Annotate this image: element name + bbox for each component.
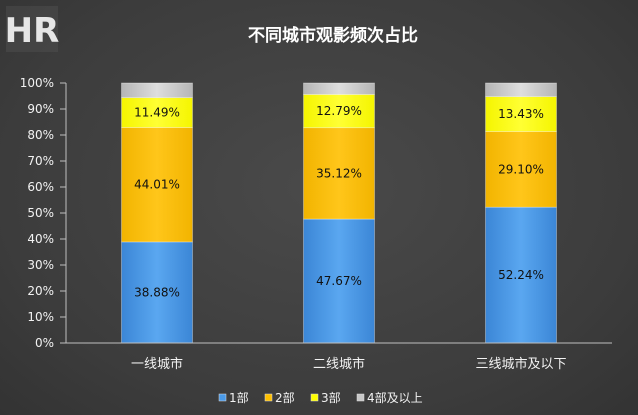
legend-label: 4部及以上 <box>367 390 423 405</box>
bars-layer: 38.88% 44.01% 11.49% 47.67% 35.12% 12.79% 52.2… <box>121 82 557 344</box>
bar-segment <box>485 82 557 97</box>
y-axis: 0% 10% 20% 30% 40% 50% 60% 70% 80% 90% 100% <box>20 76 67 350</box>
x-axis: 一线城市 二线城市 三线城市及以下 <box>66 342 612 372</box>
bar-stack: 47.67% 35.12% 12.79% <box>303 82 375 344</box>
logo: HR <box>5 6 60 52</box>
bar-segment <box>303 94 375 129</box>
bar-segment <box>485 96 557 132</box>
x-category-label: 三线城市及以下 <box>475 356 566 372</box>
bar-segment <box>303 127 375 220</box>
legend-item: 3部 <box>310 390 341 405</box>
legend-item: 2部 <box>264 390 295 405</box>
data-label: 47.67% <box>316 274 362 288</box>
legend-swatch <box>310 393 319 402</box>
legend-label: 3部 <box>321 390 341 405</box>
x-category-label: 二线城市 <box>313 356 365 372</box>
bar-segment <box>485 131 557 208</box>
y-tick-label: 0% <box>35 336 54 350</box>
chart-title: 不同城市观影频次占比 <box>248 25 418 46</box>
legend-swatch <box>356 393 365 402</box>
y-tick-label: 50% <box>27 206 54 220</box>
y-tick-label: 10% <box>27 310 54 324</box>
y-tick-label: 90% <box>27 102 54 116</box>
y-tick-label: 30% <box>27 258 54 272</box>
bar-segment <box>303 218 375 344</box>
legend-swatch <box>218 393 227 402</box>
y-tick-label: 60% <box>27 180 54 194</box>
bar-segment <box>121 82 193 98</box>
data-label: 52.24% <box>498 268 544 282</box>
bar-segment <box>121 127 193 243</box>
y-tick-label: 70% <box>27 154 54 168</box>
data-label: 13.43% <box>498 107 544 121</box>
legend: 1部 2部 3部 4部及以上 <box>218 390 423 405</box>
legend-label: 2部 <box>275 390 295 405</box>
bar-stack: 52.24% 29.10% 13.43% <box>485 82 557 344</box>
legend-swatch <box>264 393 273 402</box>
x-category-label: 一线城市 <box>131 356 183 372</box>
data-label: 11.49% <box>134 106 180 120</box>
bar-segment <box>303 82 375 95</box>
y-tick-label: 80% <box>27 128 54 142</box>
bar-segment <box>121 241 193 344</box>
data-label: 38.88% <box>134 285 180 299</box>
legend-item: 1部 <box>218 390 249 405</box>
data-label: 29.10% <box>498 162 544 176</box>
legend-label: 1部 <box>229 390 249 405</box>
y-tick-label: 40% <box>27 232 54 246</box>
data-label: 35.12% <box>316 166 362 180</box>
bar-stack: 38.88% 44.01% 11.49% <box>121 82 193 344</box>
y-tick-label: 100% <box>20 76 54 90</box>
legend-item: 4部及以上 <box>356 390 423 405</box>
y-tick-label: 20% <box>27 284 54 298</box>
data-label: 44.01% <box>134 178 180 192</box>
data-label: 12.79% <box>316 104 362 118</box>
bar-segment <box>121 97 193 128</box>
logo-text: HR <box>5 11 60 51</box>
